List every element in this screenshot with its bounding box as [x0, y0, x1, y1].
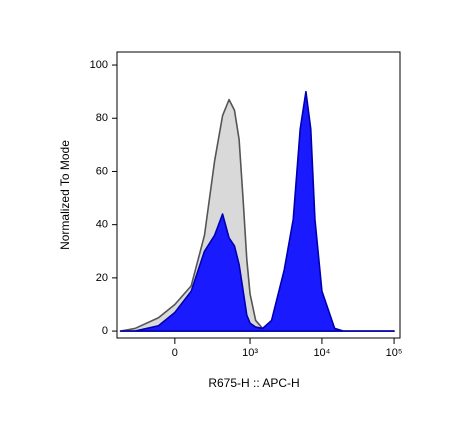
x-tick-label: 10⁴ [313, 347, 330, 359]
x-tick-label: 0 [172, 347, 178, 359]
plot-frame [116, 51, 401, 339]
x-tick-label: 10⁵ [386, 347, 403, 359]
y-tick-label: 100 [90, 59, 108, 71]
y-tick-label: 60 [96, 165, 108, 177]
x-tick-label: 10³ [242, 347, 258, 359]
histogram-area [119, 90, 395, 332]
histogram-area [119, 98, 395, 332]
y-tick-label: 20 [96, 272, 108, 284]
y-tick-label: 40 [96, 219, 108, 231]
x-axis-title: R675-H :: APC-H [208, 376, 299, 390]
y-axis-title: Normalized To Mode [58, 140, 72, 250]
y-tick-label: 80 [96, 112, 108, 124]
y-tick-label: 0 [102, 325, 108, 337]
